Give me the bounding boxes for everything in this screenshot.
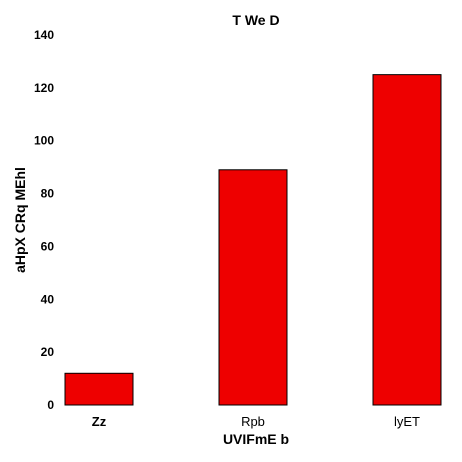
x-axis-label: UVIFmE b — [223, 431, 289, 447]
y-axis-label: aHpX CRq MEhl — [12, 167, 28, 273]
x-tick-label: Rpb — [241, 414, 265, 429]
y-tick-label: 60 — [41, 239, 55, 253]
bars-group — [64, 74, 442, 406]
y-tick-label: 20 — [41, 345, 55, 359]
y-tick-label: 100 — [34, 134, 54, 148]
y-tick-label: 120 — [34, 81, 54, 95]
y-tick-label: 140 — [34, 28, 54, 42]
x-axis-ticks: Zz Rpb lyET — [92, 414, 420, 429]
chart-title: T We D — [232, 12, 279, 28]
y-tick-label: 80 — [41, 187, 55, 201]
bar-lyet — [372, 74, 442, 406]
y-tick-label: 0 — [47, 398, 54, 412]
bar-rpb — [218, 169, 288, 406]
y-axis-ticks: 0 20 40 60 80 100 120 140 — [34, 28, 54, 412]
bar-zz — [64, 372, 134, 406]
x-tick-label: lyET — [394, 414, 420, 429]
y-tick-label: 40 — [41, 292, 55, 306]
x-tick-label: Zz — [92, 414, 107, 429]
